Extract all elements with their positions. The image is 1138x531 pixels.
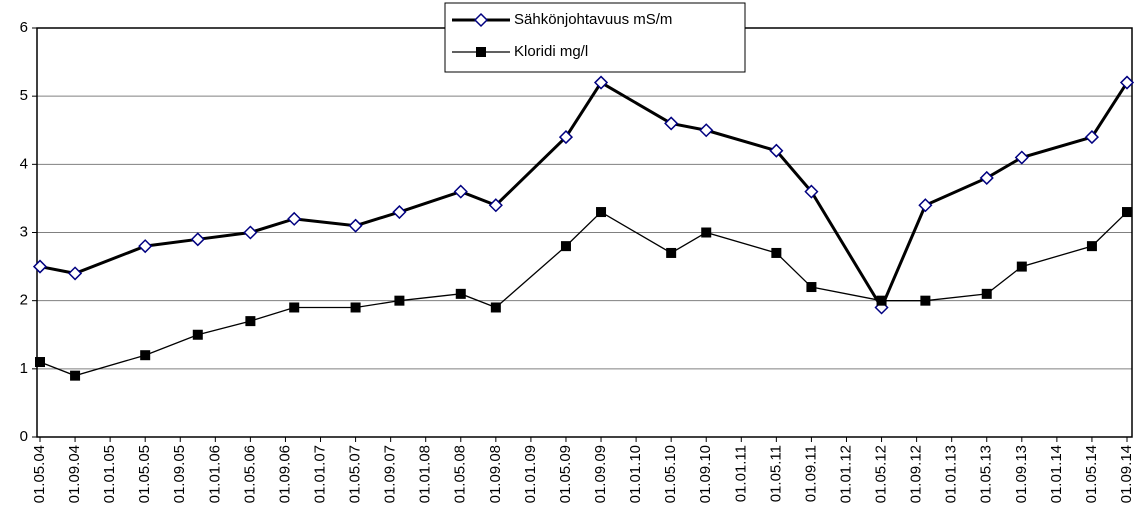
point: [920, 295, 931, 306]
x-tick-label: 01.05.13: [978, 445, 995, 503]
y-tick-label: 5: [20, 87, 28, 104]
x-tick-label: 01.01.10: [627, 445, 644, 503]
point: [1086, 241, 1097, 252]
point: [806, 282, 817, 293]
point: [289, 302, 300, 313]
x-tick-label: 01.09.14: [1118, 445, 1135, 503]
y-tick-label: 2: [20, 292, 28, 309]
x-tick-label: 01.09.09: [592, 445, 609, 503]
point: [192, 329, 203, 340]
point: [348, 218, 363, 233]
point: [70, 370, 81, 381]
point: [453, 184, 468, 199]
point: [664, 116, 679, 131]
point: [804, 184, 819, 199]
x-tick-label: 01.05.09: [557, 445, 574, 503]
x-tick-label: 01.09.05: [171, 445, 188, 503]
point: [701, 227, 712, 238]
point: [455, 288, 466, 299]
point: [243, 225, 258, 240]
legend-box: [444, 2, 746, 73]
y-tick-label: 6: [20, 19, 28, 36]
point: [1122, 207, 1132, 218]
legend: Sähkönjohtavuus mS/m Kloridi mg/l: [444, 2, 746, 73]
x-tick-label: 01.09.10: [697, 445, 714, 503]
point: [392, 204, 407, 220]
point: [1014, 150, 1029, 165]
point: [666, 247, 677, 258]
y-tick-label: 3: [20, 223, 28, 240]
x-tick-label: 01.05.07: [347, 445, 364, 503]
point: [245, 316, 256, 327]
point: [287, 211, 302, 226]
point: [771, 247, 782, 258]
point: [558, 130, 574, 145]
x-tick-label: 01.05.11: [767, 445, 784, 502]
point: [918, 198, 933, 213]
series-line: [39, 80, 1129, 311]
point: [981, 288, 992, 299]
point: [876, 295, 887, 306]
y-tick-label: 4: [20, 155, 28, 172]
y-tick-label: 0: [20, 428, 28, 445]
legend-marker: [473, 12, 489, 28]
point: [394, 295, 405, 306]
x-tick-label: 01.05.12: [873, 445, 890, 503]
point: [138, 239, 153, 254]
x-tick-label: 01.09.04: [66, 445, 83, 503]
legend-label: Sähkönjohtavuus mS/m: [514, 11, 672, 28]
point: [560, 241, 571, 252]
x-tick-label: 01.09.06: [276, 445, 293, 503]
point: [596, 207, 607, 218]
point: [350, 302, 361, 313]
point: [1119, 75, 1135, 90]
series-line: [39, 211, 1128, 377]
point: [32, 259, 48, 274]
x-tick-label: 01.09.07: [382, 445, 399, 503]
x-tick-label: 01.05.14: [1083, 445, 1100, 503]
legend-marker: [476, 47, 486, 57]
point: [979, 170, 994, 186]
x-tick-label: 01.01.13: [943, 445, 960, 503]
legend-label: Kloridi mg/l: [514, 43, 588, 60]
x-tick-label: 01.05.10: [662, 445, 679, 503]
point: [699, 123, 714, 138]
x-tick-label: 01.01.12: [837, 445, 854, 503]
x-tick-label: 01.05.06: [241, 445, 258, 503]
x-tick-label: 01.01.11: [732, 445, 749, 502]
x-tick-label: 01.09.12: [908, 445, 925, 503]
point: [140, 350, 151, 361]
x-tick-label: 01.05.05: [136, 445, 153, 503]
x-tick-label: 01.05.08: [452, 445, 469, 503]
x-tick-label: 01.01.05: [101, 445, 118, 503]
point: [68, 266, 83, 281]
point: [35, 357, 45, 368]
x-tick-label: 01.01.09: [522, 445, 539, 503]
x-tick-label: 01.05.04: [31, 445, 48, 503]
point: [490, 302, 501, 313]
point: [1084, 130, 1099, 145]
x-tick-label: 01.01.14: [1048, 445, 1065, 503]
x-tick-label: 01.01.06: [206, 445, 223, 503]
point: [488, 198, 503, 213]
x-tick-label: 01.09.08: [487, 445, 504, 503]
point: [593, 75, 609, 90]
y-tick-label: 1: [20, 360, 28, 377]
x-tick-label: 01.01.07: [311, 445, 328, 503]
point: [769, 143, 784, 158]
point: [1016, 261, 1027, 272]
point: [190, 232, 205, 247]
x-tick-label: 01.09.13: [1013, 445, 1030, 503]
x-tick-label: 01.01.08: [417, 445, 434, 503]
x-tick-label: 01.09.11: [802, 445, 819, 502]
